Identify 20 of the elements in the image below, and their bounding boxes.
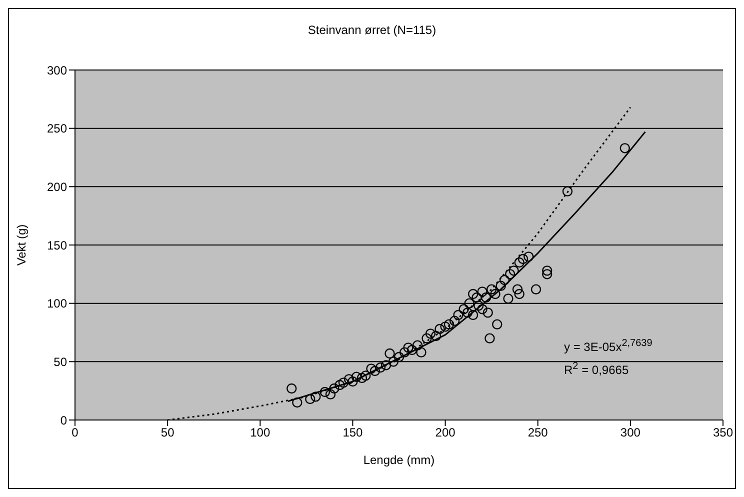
x-tick-label: 200 [435,426,456,440]
y-tick-label: 50 [54,354,68,369]
chart-title: Steinvann ørret (N=115) [306,23,438,37]
x-tick-label: 350 [712,426,734,440]
y-tick-label: 250 [46,122,68,136]
y-tick-label: 300 [46,63,68,78]
y-tick-label: 150 [46,238,68,252]
y-axis-title: Vekt (g) [14,224,28,266]
x-tick-label: 50 [160,426,175,440]
annotation: y = 3E-05x$^{2,7639}$ [564,337,652,356]
x-tick-label: 0 [72,426,79,440]
y-tick-label: 200 [46,180,68,194]
x-tick-label: 300 [620,426,641,440]
y-tick-label: 0 [60,413,68,428]
x-axis-title: Lengde (mm) [363,453,435,467]
y-tick-label: 100 [46,296,68,311]
x-tick-label: 150 [342,426,364,440]
x-tick-label: 250 [528,426,548,440]
annotation: R$^{2}$ = 0,9665 [564,360,630,379]
x-tick-label: 100 [250,426,270,440]
